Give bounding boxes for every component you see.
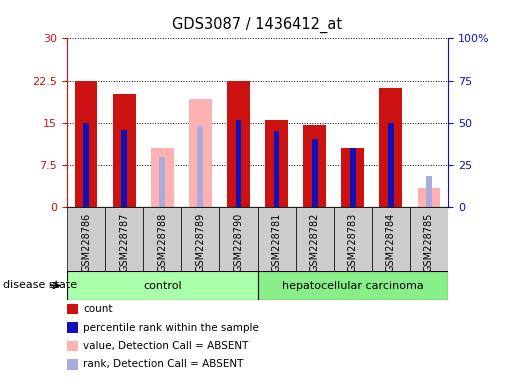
- Text: GSM228788: GSM228788: [157, 212, 167, 271]
- Bar: [235, 120, 242, 207]
- Text: GSM228785: GSM228785: [424, 212, 434, 272]
- Bar: [121, 130, 127, 207]
- Bar: [83, 123, 89, 207]
- Text: GSM228789: GSM228789: [195, 212, 205, 271]
- Text: GSM228786: GSM228786: [81, 212, 91, 271]
- Bar: [410, 207, 448, 271]
- Bar: [296, 207, 334, 271]
- Text: GSM228787: GSM228787: [119, 212, 129, 272]
- Text: value, Detection Call = ABSENT: value, Detection Call = ABSENT: [83, 341, 249, 351]
- Bar: [372, 207, 410, 271]
- Text: disease state: disease state: [3, 280, 77, 290]
- Bar: [426, 176, 432, 207]
- Bar: [181, 207, 219, 271]
- Bar: [143, 207, 181, 271]
- Text: hepatocellular carcinoma: hepatocellular carcinoma: [282, 280, 424, 291]
- Bar: [151, 148, 174, 207]
- Bar: [258, 207, 296, 271]
- Bar: [312, 139, 318, 207]
- Bar: [75, 81, 97, 207]
- Bar: [380, 88, 402, 207]
- Bar: [273, 131, 280, 207]
- Text: GSM228790: GSM228790: [233, 212, 244, 271]
- Bar: [197, 126, 203, 207]
- Bar: [418, 188, 440, 207]
- Bar: [350, 148, 356, 207]
- Bar: [341, 148, 364, 207]
- Text: GDS3087 / 1436412_at: GDS3087 / 1436412_at: [173, 17, 342, 33]
- Bar: [388, 123, 394, 207]
- Bar: [227, 81, 250, 207]
- Text: rank, Detection Call = ABSENT: rank, Detection Call = ABSENT: [83, 359, 244, 369]
- Text: count: count: [83, 304, 113, 314]
- Bar: [67, 271, 258, 300]
- Text: GSM228782: GSM228782: [310, 212, 320, 272]
- Bar: [258, 271, 448, 300]
- Bar: [303, 124, 326, 207]
- Bar: [159, 157, 165, 207]
- Bar: [105, 207, 143, 271]
- Bar: [219, 207, 258, 271]
- Text: percentile rank within the sample: percentile rank within the sample: [83, 323, 260, 333]
- Bar: [334, 207, 372, 271]
- Bar: [67, 207, 105, 271]
- Text: GSM228783: GSM228783: [348, 212, 358, 271]
- Bar: [113, 94, 135, 207]
- Bar: [189, 99, 212, 207]
- Text: control: control: [143, 280, 182, 291]
- Bar: [265, 120, 288, 207]
- Text: GSM228781: GSM228781: [271, 212, 282, 271]
- Text: GSM228784: GSM228784: [386, 212, 396, 271]
